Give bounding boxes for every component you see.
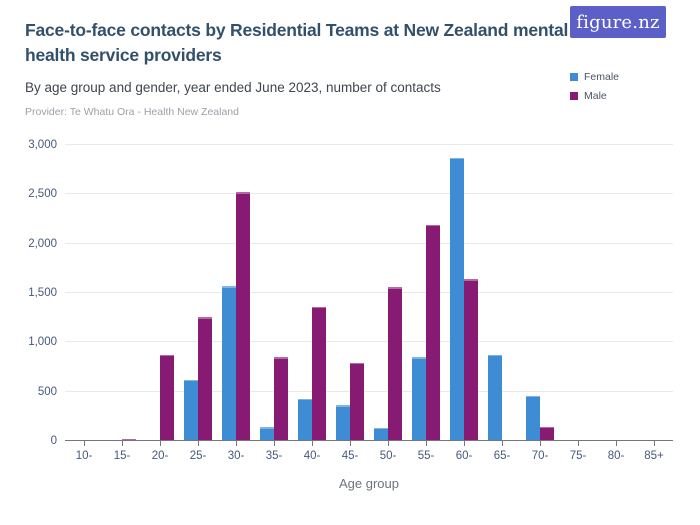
bar-male-15-[interactable] [122, 438, 136, 441]
bar-female-50-[interactable] [374, 427, 388, 441]
x-axis-tick-label-20-: 20- [151, 450, 169, 462]
bar-pair [412, 145, 440, 441]
chart-subtitle: By age group and gender, year ended June… [25, 80, 441, 95]
x-axis-tick-label-65-: 65- [493, 450, 511, 462]
legend-item-female[interactable]: Female [570, 71, 619, 83]
bar-male-60-[interactable] [464, 279, 478, 441]
legend-label: Female [584, 71, 620, 83]
y-axis-tick-label: 500 [37, 385, 57, 398]
bar-male-50-[interactable] [388, 287, 402, 441]
bar-pair [564, 145, 592, 441]
bar-female-70-[interactable] [526, 395, 540, 441]
gridline-500 [65, 390, 673, 392]
x-axis-tick-label-40-: 40- [303, 450, 321, 462]
bar-female-60-[interactable] [450, 157, 464, 441]
bar-male-25-[interactable] [198, 317, 212, 441]
bar-pair [184, 145, 212, 441]
page-title: Face-to-face contacts by Residential Tea… [25, 20, 569, 65]
x-axis-tick-label-50-: 50- [379, 450, 397, 462]
y-axis-tick-label: 1,500 [28, 287, 57, 299]
bar-pair [222, 145, 250, 441]
y-axis-tick-label: 1,000 [28, 336, 57, 349]
gridline-2,500 [65, 193, 673, 195]
bar-group-60-: 60- [445, 145, 483, 462]
y-axis-tick-label: 3,000 [28, 139, 57, 151]
bar-pair [526, 145, 554, 441]
bar-group-80-: 80- [597, 145, 635, 462]
bar-male-20-[interactable] [160, 354, 174, 441]
bar-pair [488, 145, 516, 441]
bar-pair [450, 145, 478, 441]
x-axis-tick-label-75-: 75- [569, 450, 587, 462]
x-axis-tick-label-10-: 10- [75, 450, 93, 462]
bar-male-45-[interactable] [350, 362, 364, 441]
gridline-3,000 [65, 144, 673, 145]
bar-group-40-: 40- [293, 145, 331, 462]
y-axis-tick-label: 2,000 [28, 237, 57, 250]
gridline-1,500 [65, 292, 673, 293]
bar-group-45-: 45- [331, 145, 369, 462]
bar-female-35-[interactable] [260, 427, 274, 441]
bar-group-35-: 35- [255, 145, 293, 462]
bar-male-70-[interactable] [540, 426, 554, 441]
bar-chart-plot-area: 10- 15- 20- 25- 30- 35- 40- 45- 50- 55- 60- 65- 70- 7… [28, 139, 673, 462]
legend-label: Male [584, 90, 607, 102]
x-axis-tick-label-25-: 25- [189, 450, 207, 462]
bar-pair [108, 145, 136, 441]
chart-legend: Female Male [570, 71, 619, 102]
legend-swatch-male [570, 92, 578, 100]
bar-male-35-[interactable] [274, 357, 288, 441]
bar-pair [602, 145, 630, 441]
bar-group-50-: 50- [369, 145, 407, 462]
x-axis-tick-label-55-: 55- [417, 450, 435, 462]
x-axis-tick-label-15-: 15- [113, 450, 131, 462]
bar-group-55-: 55- [407, 145, 445, 462]
provider-credit: Provider: Te Whatu Ora - Health New Zeal… [25, 106, 239, 118]
bar-female-55-[interactable] [412, 357, 426, 441]
x-axis-line [65, 440, 673, 441]
x-axis-title: Age group [339, 476, 399, 491]
bar-pair [70, 145, 98, 442]
bar-pair [640, 145, 668, 441]
bar-pair [336, 145, 364, 441]
y-axis-tick-label: 0 [50, 435, 57, 447]
bar-group-25-: 25- [179, 145, 217, 462]
legend-swatch-female [570, 73, 578, 81]
bar-female-45-[interactable] [336, 405, 350, 441]
bar-group-30-: 30- [217, 145, 255, 462]
bar-groups: 10- 15- 20- 25- 30- 35- 40- 45- 50- 55- 60- 65- 70- 7… [65, 145, 673, 462]
bar-pair [374, 145, 402, 441]
bar-male-30-[interactable] [236, 192, 250, 441]
bar-male-55-[interactable] [426, 224, 440, 441]
legend-item-male[interactable]: Male [570, 90, 619, 102]
bar-female-30-[interactable] [222, 286, 236, 441]
bar-male-40-[interactable] [312, 306, 326, 441]
x-axis-tick-label-35-: 35- [265, 450, 283, 462]
bar-female-25-[interactable] [184, 379, 198, 441]
bar-group-65-: 65- [483, 145, 521, 462]
x-axis-tick-label-60-: 60- [455, 450, 473, 462]
x-axis-tick-label-85+: 85+ [644, 450, 664, 462]
bar-group-70-: 70- [521, 145, 559, 462]
x-axis-tick-label-45-: 45- [341, 450, 359, 462]
bar-pair [146, 145, 174, 442]
gridline-2,000 [65, 242, 673, 244]
y-axis-tick-label: 2,500 [28, 188, 57, 201]
x-axis-tick-label-80-: 80- [607, 450, 625, 462]
bar-group-20-: 20- [141, 145, 179, 462]
figure-nz-logo[interactable]: figure.nz [570, 6, 666, 38]
bar-female-65-[interactable] [488, 354, 502, 441]
figure-nz-logo-text: figure.nz [576, 11, 660, 33]
bar-group-15-: 15- [103, 145, 141, 462]
gridline-1,000 [65, 341, 673, 343]
bar-group-75-: 75- [559, 145, 597, 462]
bar-female-40-[interactable] [298, 398, 312, 441]
bar-group-85+: 85+ [635, 145, 673, 462]
x-axis-tick-label-70-: 70- [531, 450, 549, 462]
x-axis-tick-label-30-: 30- [227, 450, 245, 462]
bar-pair [260, 145, 288, 441]
bar-pair [298, 145, 326, 441]
bar-group-10-: 10- [65, 145, 103, 462]
